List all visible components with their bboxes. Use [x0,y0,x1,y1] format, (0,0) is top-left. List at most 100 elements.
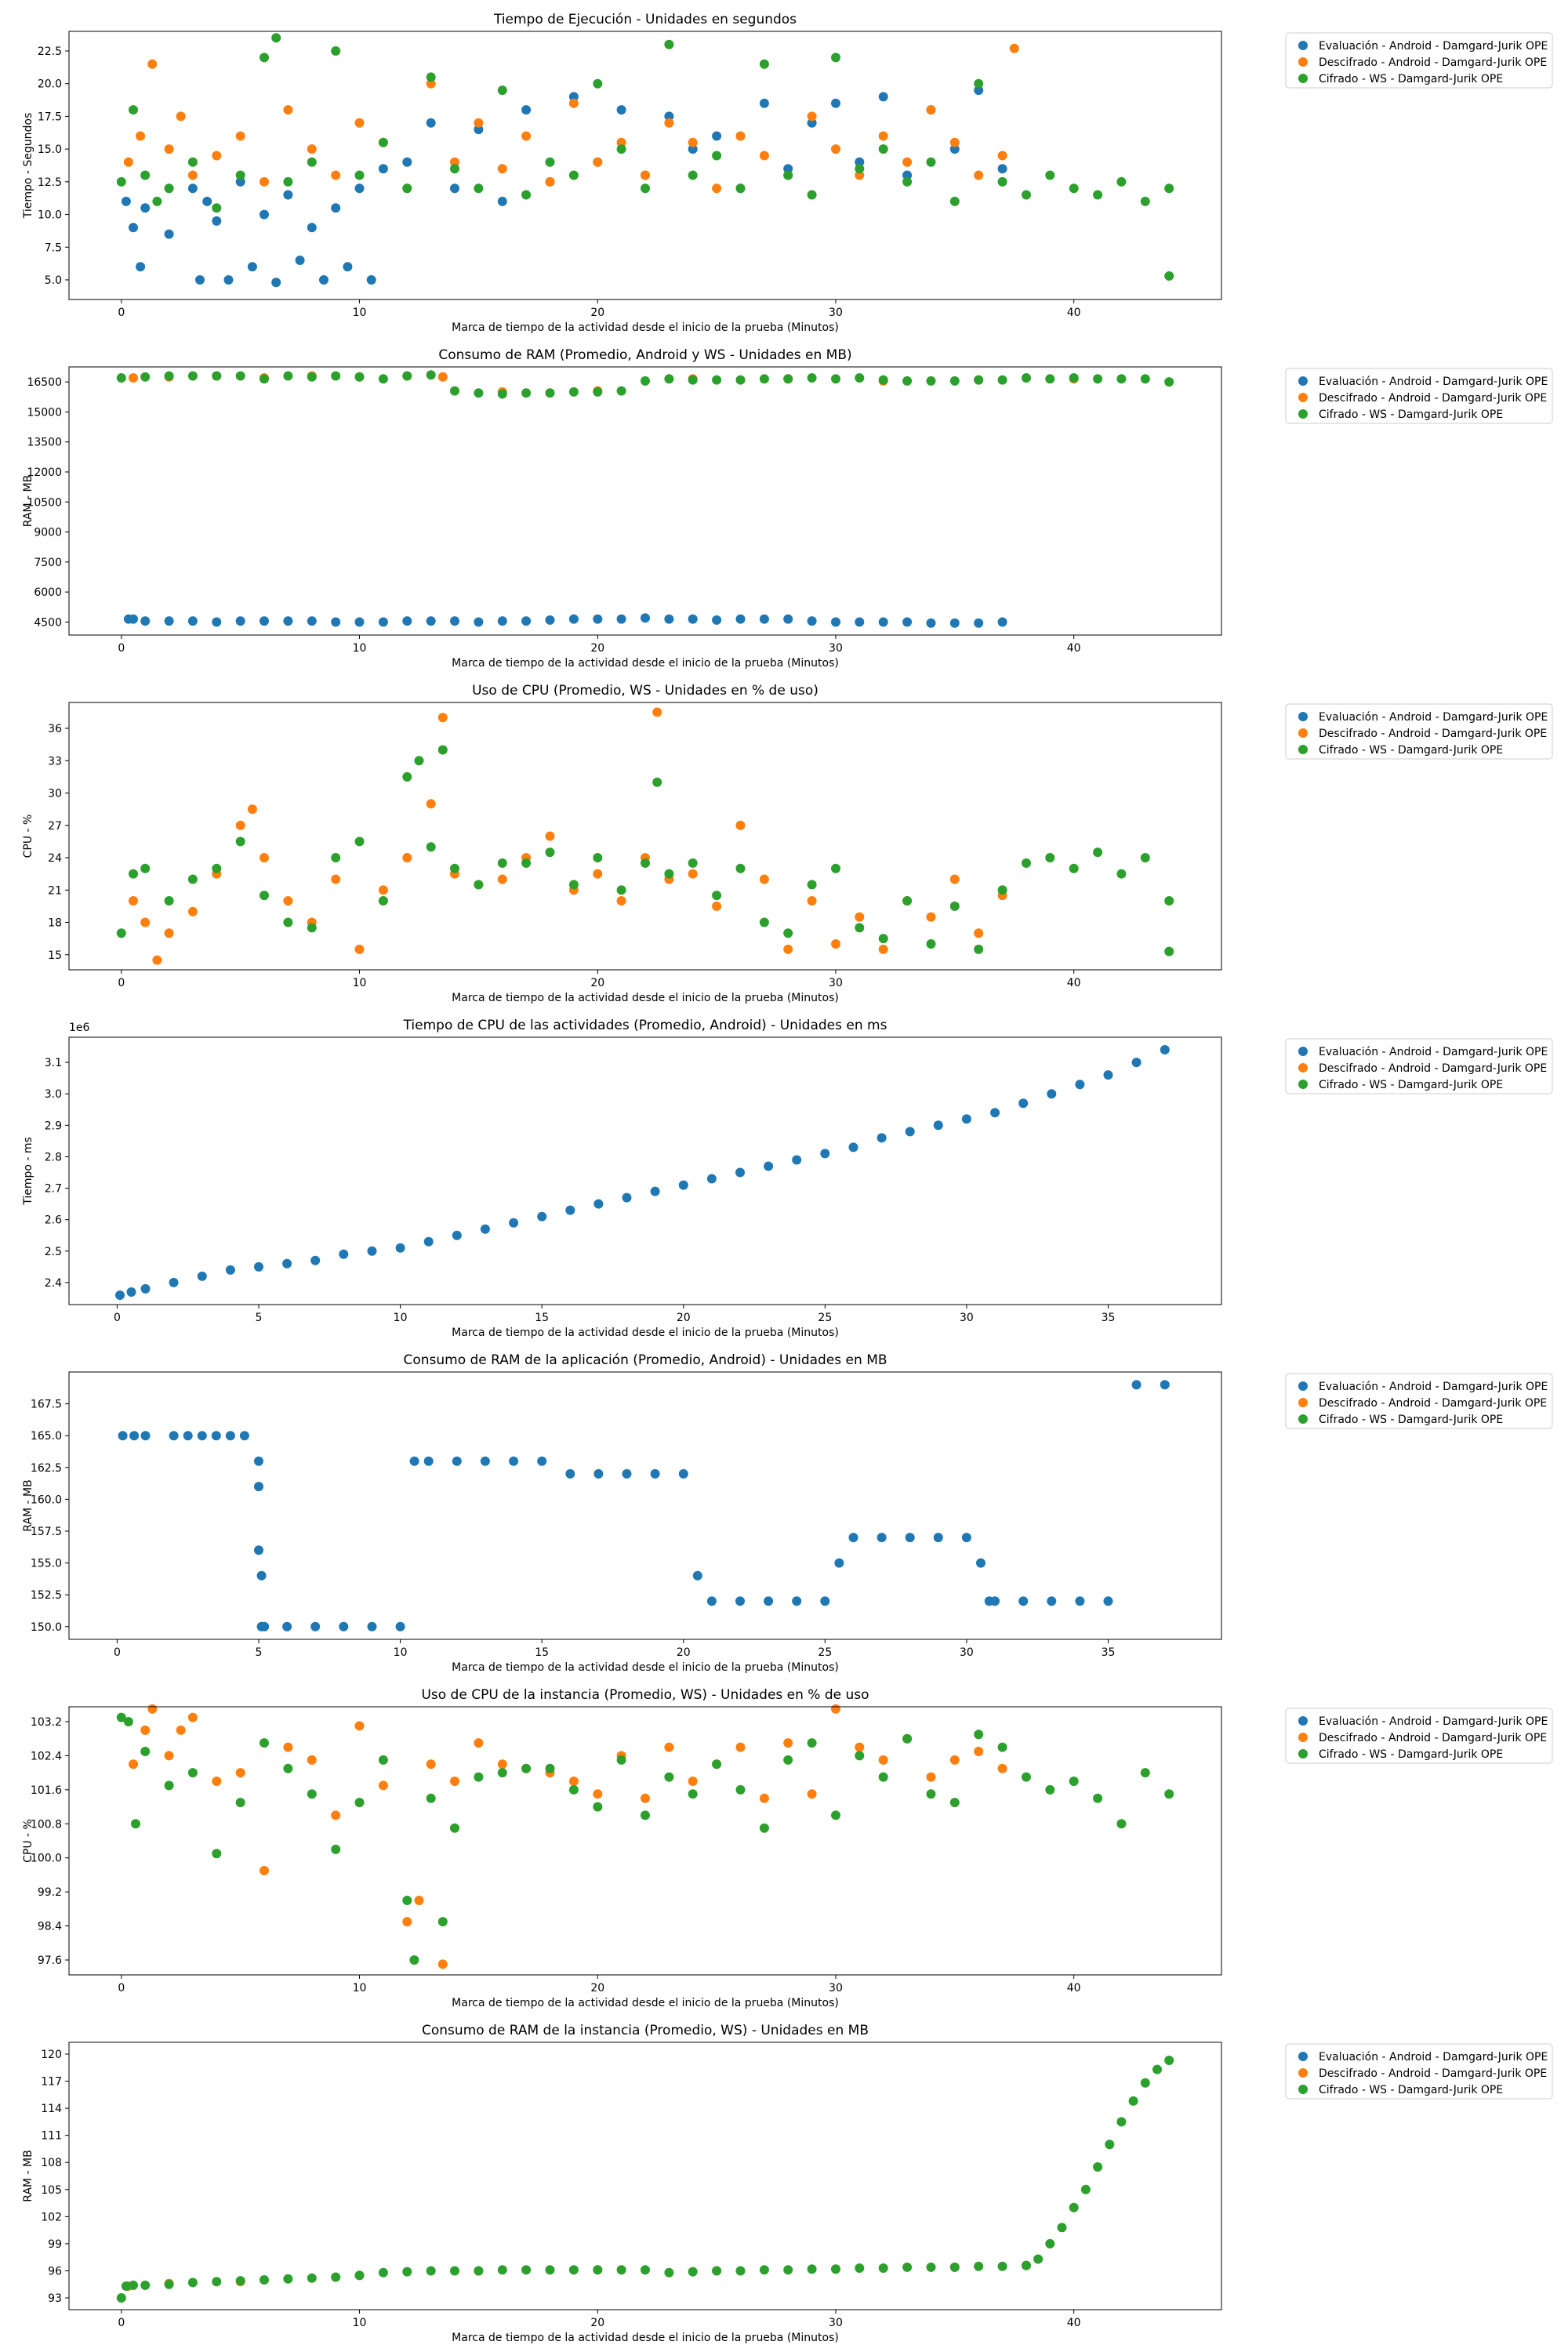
data-point [282,1258,292,1269]
data-point [140,1747,151,1756]
data-point [878,2263,888,2273]
data-point [331,617,341,627]
data-point [452,1456,462,1466]
data-point [926,376,936,386]
data-point [414,756,424,766]
data-point [974,618,984,628]
data-points [118,1380,1170,1632]
data-point [855,2263,865,2273]
data-point [395,1243,405,1253]
y-tick-label: 27 [48,820,62,833]
data-point [116,176,126,187]
data-point [1116,869,1127,879]
data-point [235,616,245,626]
data-point [426,370,436,380]
chart-title: Uso de CPU (Promedio, WS - Unidades en %… [472,683,818,699]
y-tick-label: 101.6 [31,1784,62,1797]
data-point [307,2273,317,2283]
data-point [426,72,436,82]
data-point [712,183,722,194]
data-point [283,176,293,187]
data-point [212,617,222,627]
plot-frame [68,31,1222,300]
chart-title: Uso de CPU de la instancia (Promedio, WS… [421,1687,869,1703]
data-point [997,375,1007,385]
data-point [641,170,650,180]
data-point [545,157,555,167]
data-point [997,1763,1007,1773]
data-point [378,164,388,174]
data-point [878,934,888,944]
data-point [497,1759,507,1769]
x-axis-label: Marca de tiempo de la actividad desde el… [452,321,839,334]
data-point [426,799,436,809]
data-point [878,1755,888,1765]
data-point [367,1621,377,1632]
data-point [260,891,269,901]
data-point [926,939,936,949]
data-point [807,1738,817,1748]
data-point [926,912,936,922]
data-point [254,1545,263,1555]
chart-2: Consumo de RAM (Promedio, Android y WS -… [22,347,1553,670]
legend-label: Evaluación - Android - Damgard-Jurik OPE [1319,2051,1548,2063]
y-tick-label: 97.6 [38,1955,62,1967]
data-point [402,2267,412,2277]
data-point [712,1759,722,1769]
data-point [116,373,126,383]
data-point [147,1704,158,1714]
data-point [807,2264,817,2274]
data-point [735,820,746,830]
x-tick-label: 10 [353,977,367,989]
legend-marker [1298,1398,1308,1407]
data-point [545,176,555,187]
data-point [310,1255,321,1265]
data-point [807,616,817,626]
legend-marker [1298,1733,1308,1742]
plot-frame [68,1371,1222,1640]
data-point [331,1844,341,1854]
x-tick-label: 15 [535,1646,549,1659]
y-tick-label: 2.8 [45,1151,62,1163]
data-point [1093,2162,1103,2172]
data-point [1069,183,1079,194]
chart-5: Consumo de RAM de la aplicación (Promedi… [22,1352,1553,1674]
data-point [283,190,293,200]
data-point [759,98,769,108]
chart-6: Uso de CPU de la instancia (Promedio, WS… [22,1687,1553,2009]
data-point [152,955,162,965]
data-point [949,144,960,154]
data-point [1164,1789,1174,1799]
data-point [497,616,507,626]
x-tick-label: 5 [256,1312,263,1324]
data-point [331,46,341,56]
data-point [997,2261,1007,2271]
data-point [1116,374,1127,384]
data-point [855,912,865,922]
data-point [783,928,793,938]
data-point [759,1793,769,1803]
data-point [783,2265,793,2275]
data-point [568,1784,579,1795]
legend: Evaluación - Android - Damgard-Jurik OPE… [1285,32,1553,89]
data-point [331,853,341,862]
data-point [402,1896,412,1905]
data-point [807,880,817,890]
data-point [1022,858,1031,868]
legend-marker [1298,1749,1308,1759]
data-point [664,2267,674,2278]
chart-4: Tiempo de CPU de las actividades (Promed… [22,1018,1553,1339]
data-point [1152,2064,1162,2074]
x-tick-label: 40 [1067,307,1081,319]
x-tick-label: 40 [1067,1982,1081,1994]
data-point [247,804,257,815]
data-point [402,183,412,194]
data-point [1047,1089,1057,1099]
y-tick-label: 103.2 [31,1716,62,1729]
y-tick-label: 2.4 [45,1277,62,1290]
y-tick-label: 120 [41,2049,62,2061]
data-point [664,39,674,49]
legend-marker [1298,728,1308,738]
data-point [926,157,936,167]
data-point [783,1755,793,1765]
